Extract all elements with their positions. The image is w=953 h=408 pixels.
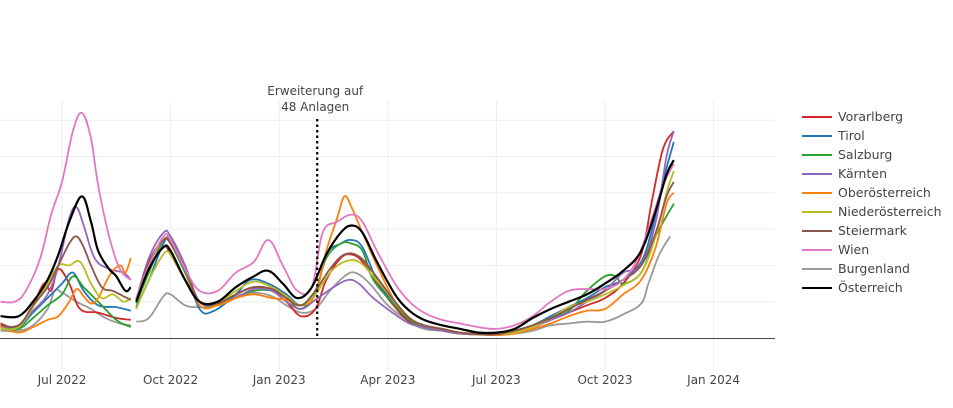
series-line-österreich[interactable]	[0, 195, 132, 319]
legend-line-icon	[802, 134, 832, 137]
x-axis-ticks: Jul 2022 Oct 2022 Jan 2023 Apr 2023 Jul 2023…	[37, 373, 740, 387]
series-line-oberösterreich[interactable]	[135, 192, 675, 337]
x-tick-label: Oct 2022	[143, 373, 198, 387]
series-line-burgenland[interactable]	[0, 288, 131, 333]
legend-item-tirol[interactable]: Tirol	[802, 126, 942, 145]
legend-line-icon	[802, 210, 832, 213]
x-tick-label: Jul 2022	[37, 373, 87, 387]
series-line-kärnten[interactable]	[0, 206, 132, 329]
legend-line-icon	[802, 267, 832, 270]
legend-item-kaernten[interactable]: Kärnten	[802, 164, 942, 183]
legend-item-oesterreich[interactable]: Österreich	[802, 278, 942, 297]
legend-label: Steiermark	[838, 223, 907, 238]
legend-label: Salzburg	[838, 147, 893, 162]
annotation-text-line1: Erweiterung auf	[267, 84, 364, 98]
legend-item-oberoesterreich[interactable]: Oberösterreich	[802, 183, 942, 202]
x-tick-label: Jan 2023	[252, 373, 306, 387]
legend-item-burgenland[interactable]: Burgenland	[802, 259, 942, 278]
legend-line-icon	[802, 286, 832, 289]
legend-item-salzburg[interactable]: Salzburg	[802, 145, 942, 164]
series-lines	[0, 111, 675, 337]
series-line-salzburg[interactable]	[0, 275, 132, 331]
legend-line-icon	[802, 115, 832, 118]
legend-line-icon	[802, 229, 832, 232]
x-tick-label: Jan 2024	[686, 373, 740, 387]
legend-line-icon	[802, 153, 832, 156]
series-line-wien[interactable]	[0, 111, 132, 304]
legend-item-niederoesterreich[interactable]: Niederösterreich	[802, 202, 942, 221]
legend-line-icon	[802, 172, 832, 175]
legend-item-steiermark[interactable]: Steiermark	[802, 221, 942, 240]
series-line-tirol[interactable]	[0, 271, 132, 330]
legend-line-icon	[802, 248, 832, 251]
series-line-österreich[interactable]	[135, 159, 675, 335]
x-tick-label: Jul 2023	[471, 373, 521, 387]
legend-line-icon	[802, 191, 832, 194]
legend-label: Kärnten	[838, 166, 887, 181]
legend-label: Burgenland	[838, 261, 910, 276]
legend-label: Wien	[838, 242, 870, 257]
series-line-steiermark[interactable]	[0, 235, 132, 328]
series-line-tirol[interactable]	[135, 141, 675, 336]
legend-item-vorarlberg[interactable]: Vorarlberg	[802, 107, 942, 126]
legend-label: Niederösterreich	[838, 204, 942, 219]
legend-label: Vorarlberg	[838, 109, 904, 124]
legend-item-wien[interactable]: Wien	[802, 240, 942, 259]
series-line-steiermark[interactable]	[135, 181, 675, 336]
x-tick-label: Apr 2023	[360, 373, 415, 387]
legend-label: Tirol	[838, 128, 865, 143]
series-line-wien[interactable]	[135, 163, 675, 330]
legend: Vorarlberg Tirol Salzburg Kärnten Oberös…	[802, 107, 942, 297]
legend-label: Österreich	[838, 280, 903, 295]
x-tick-label: Oct 2023	[577, 373, 632, 387]
series-line-niederösterreich[interactable]	[0, 259, 132, 331]
annotation-text-line2: 48 Anlagen	[281, 100, 349, 114]
legend-label: Oberösterreich	[838, 185, 931, 200]
